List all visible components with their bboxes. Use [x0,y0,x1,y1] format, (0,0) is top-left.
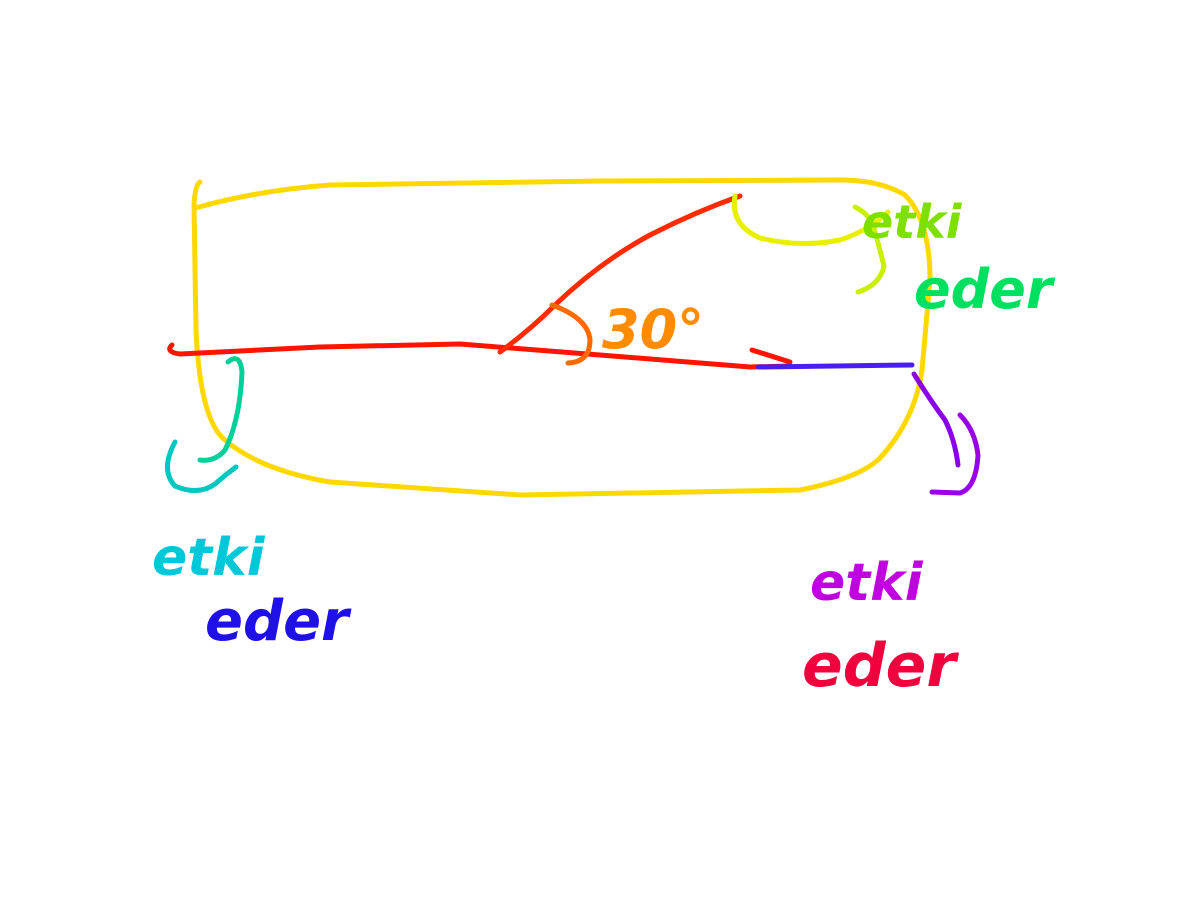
angle-label: 30° [602,298,704,361]
hook-bottom-left [197,356,245,463]
angle-arc [549,302,593,366]
arrowhead [749,347,793,365]
inclined-line [497,193,743,355]
hook-bottom-right [911,371,961,468]
brace-top-right [731,193,891,247]
horizontal-line [167,341,793,370]
blue-line [755,362,915,370]
brace-top-right-hook [852,204,887,295]
label-bottom-left-1: etki [152,528,266,588]
label-bottom-right-2: eder [802,631,959,701]
hook-bottom-right-2 [929,412,981,496]
label-top-right-2: eder [914,258,1056,321]
label-top-right-1: etki [862,195,963,249]
label-bottom-right-1: etki [810,553,924,613]
hook-bottom-left-2 [165,439,239,493]
label-bottom-left-2: eder [205,589,352,654]
rounded-rectangle [191,177,933,498]
